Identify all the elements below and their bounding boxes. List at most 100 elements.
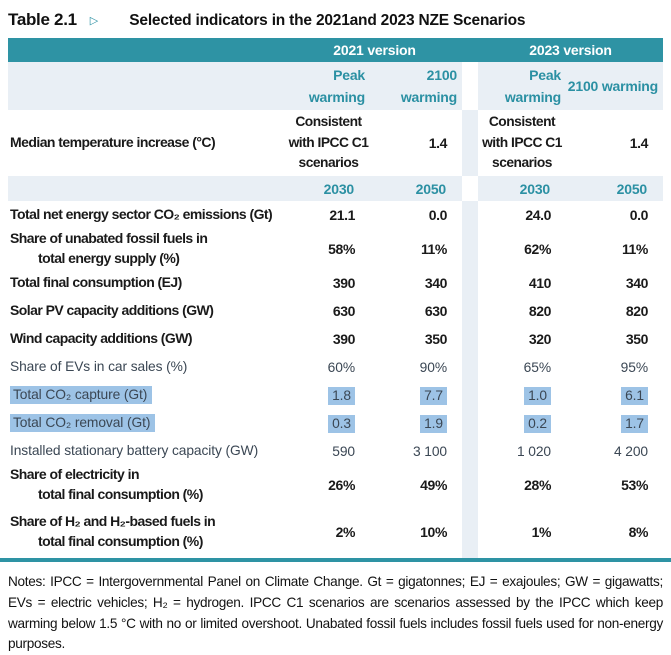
row-label: Wind capacity additions (GW) [8,329,287,349]
row-label: Total CO₂ removal (Gt) [8,413,287,433]
column-separator [462,176,478,201]
cell-2021-2050: 49% [420,477,447,493]
cell-2023-2050: 4 200 [613,443,648,459]
table-row: Installed stationary battery capacity (G… [8,437,663,465]
cell-2021-2030: 0.3 [287,414,370,433]
column-separator [462,110,478,176]
cell-2023-2030: 62% [524,241,551,257]
row-label: Total CO₂ capture (Gt) [8,385,287,405]
cell-2023-2050: 1.7 [566,414,663,433]
cell-2023-2050: 350 [625,331,649,347]
consistent-ipcc-cell-2023: Consistent with IPCC C1 scenarios [482,113,562,171]
row-label-line1: Total CO₂ removal (Gt) [10,413,287,433]
subheader-2100-warming-2021: 2100 warming [400,66,457,105]
table-subtitle: Selected indicators in the 2021and 2023 … [129,12,526,29]
cell-2023-2030: 65% [523,359,551,375]
column-separator [462,201,478,229]
column-separator [462,229,478,269]
row-label-line2: total energy supply (%) [38,250,180,266]
cell-2023-2050: 95% [620,359,648,375]
highlight: 0.2 [524,414,551,433]
year-header-2030-2021: 2030 [323,180,355,197]
cell-2023-2030: 28% [524,477,551,493]
cell-2021-2050: 1.9 [370,414,462,433]
table-row: Total net energy sector CO₂ emissions (G… [8,201,663,229]
column-separator [462,505,478,558]
cell-2021-2030: 1.8 [287,386,370,405]
row-label-line2: total final consumption (%) [38,486,203,502]
row-label-line1: Solar PV capacity additions (GW) [10,302,214,319]
highlight: 0.3 [328,414,355,433]
row-label-line1: Share of EVs in car sales (%) [10,359,188,375]
highlight: 7.7 [420,386,447,405]
year-header-2050-2021: 2050 [415,180,447,197]
column-separator [8,38,287,62]
cell-2023-2050: 0.0 [629,207,649,223]
table-number: Table 2.1 [8,10,77,29]
year-header-2050-2023: 2050 [616,180,648,197]
version-header-2023: 2023 version [529,42,612,58]
table-row: Solar PV capacity additions (GW) 630 630… [8,297,663,325]
column-separator [462,62,478,110]
cell-2021-2050: 630 [424,303,448,319]
cell-2021-2050: 350 [424,331,448,347]
cell-2021-2030: 21.1 [329,207,355,223]
column-separator [462,437,478,465]
cell-2023-2030: 1% [531,523,552,540]
highlight: 1.0 [524,386,551,405]
row-label-line1: Total CO₂ capture (Gt) [10,385,287,405]
column-separator [462,353,478,381]
row-label-line1: Total final consumption (EJ) [10,274,182,291]
row-label: Total final consumption (EJ) [8,273,287,293]
median-value-2021: 1.4 [428,135,448,151]
highlight: 1.9 [420,414,447,433]
cell-2023-2030: 24.0 [525,207,551,223]
cell-2021-2050: 11% [420,241,447,257]
cell-2023-2030: 320 [528,331,552,347]
cell-2023-2050: 340 [625,275,649,291]
row-label-line1: Share of electricity in [10,466,140,483]
row-label-line1: Total net energy sector CO₂ emissions (G… [10,206,273,223]
cell-2021-2030: 58% [328,241,355,257]
cell-2023-2030: 820 [528,303,552,319]
table-row: Share of electricity in total final consu… [8,465,663,505]
highlight: Total CO₂ capture (Gt) [10,386,153,405]
row-label-line1: Wind capacity additions (GW) [10,330,193,347]
cell-2023-2050: 11% [621,241,648,257]
table-row: Share of unabated fossil fuels in total e… [8,229,663,269]
cell-2021-2050: 340 [424,275,448,291]
cell-2023-2030: 0.2 [478,414,566,433]
table-row: Total final consumption (EJ) 390 340 410… [8,269,663,297]
row-label-line1: Share of H₂ and H₂-based fuels in [10,512,216,529]
highlight: Total CO₂ removal (Gt) [10,414,156,433]
cell-2021-2030: 630 [332,303,356,319]
highlight: 1.8 [328,386,355,405]
subheader-2100-warming-2023: 2100 warming [567,77,658,94]
cell-2021-2030: 390 [332,331,356,347]
version-header-2021: 2021 version [333,42,416,58]
column-separator [462,465,478,505]
column-separator [462,381,478,409]
indicators-table: 2021 version 2023 version Peak warming 2… [8,38,663,558]
cell-2023-2030: 1.0 [478,386,566,405]
cell-2021-2030: 2% [335,523,356,540]
cell-2023-2050: 6.1 [566,386,663,405]
cell-2021-2050: 0.0 [428,207,448,223]
triangle-marker-icon: ▷ [89,15,99,27]
column-separator [462,269,478,297]
highlight: 6.1 [621,386,648,405]
row-label: Solar PV capacity additions (GW) [8,301,287,321]
warming-subheader-row: Peak warming 2100 warming Peak warming 2… [8,62,663,110]
row-label: Total net energy sector CO₂ emissions (G… [8,205,287,225]
row-label: Share of H₂ and H₂-based fuels in total f… [8,512,287,551]
cell-2021-2030: 590 [332,443,355,459]
table-row: Wind capacity additions (GW) 390 350 320… [8,325,663,353]
version-header-row: 2021 version 2023 version [8,38,663,62]
cell-2023-2050: 820 [625,303,649,319]
median-value-2023: 1.4 [629,135,649,151]
subheader-peak-warming-2021: Peak warming [308,66,365,105]
consistent-ipcc-cell-2021: Consistent with IPCC C1 scenarios [288,113,369,171]
cell-2021-2030: 390 [332,275,356,291]
cell-2021-2030: 26% [328,477,355,493]
